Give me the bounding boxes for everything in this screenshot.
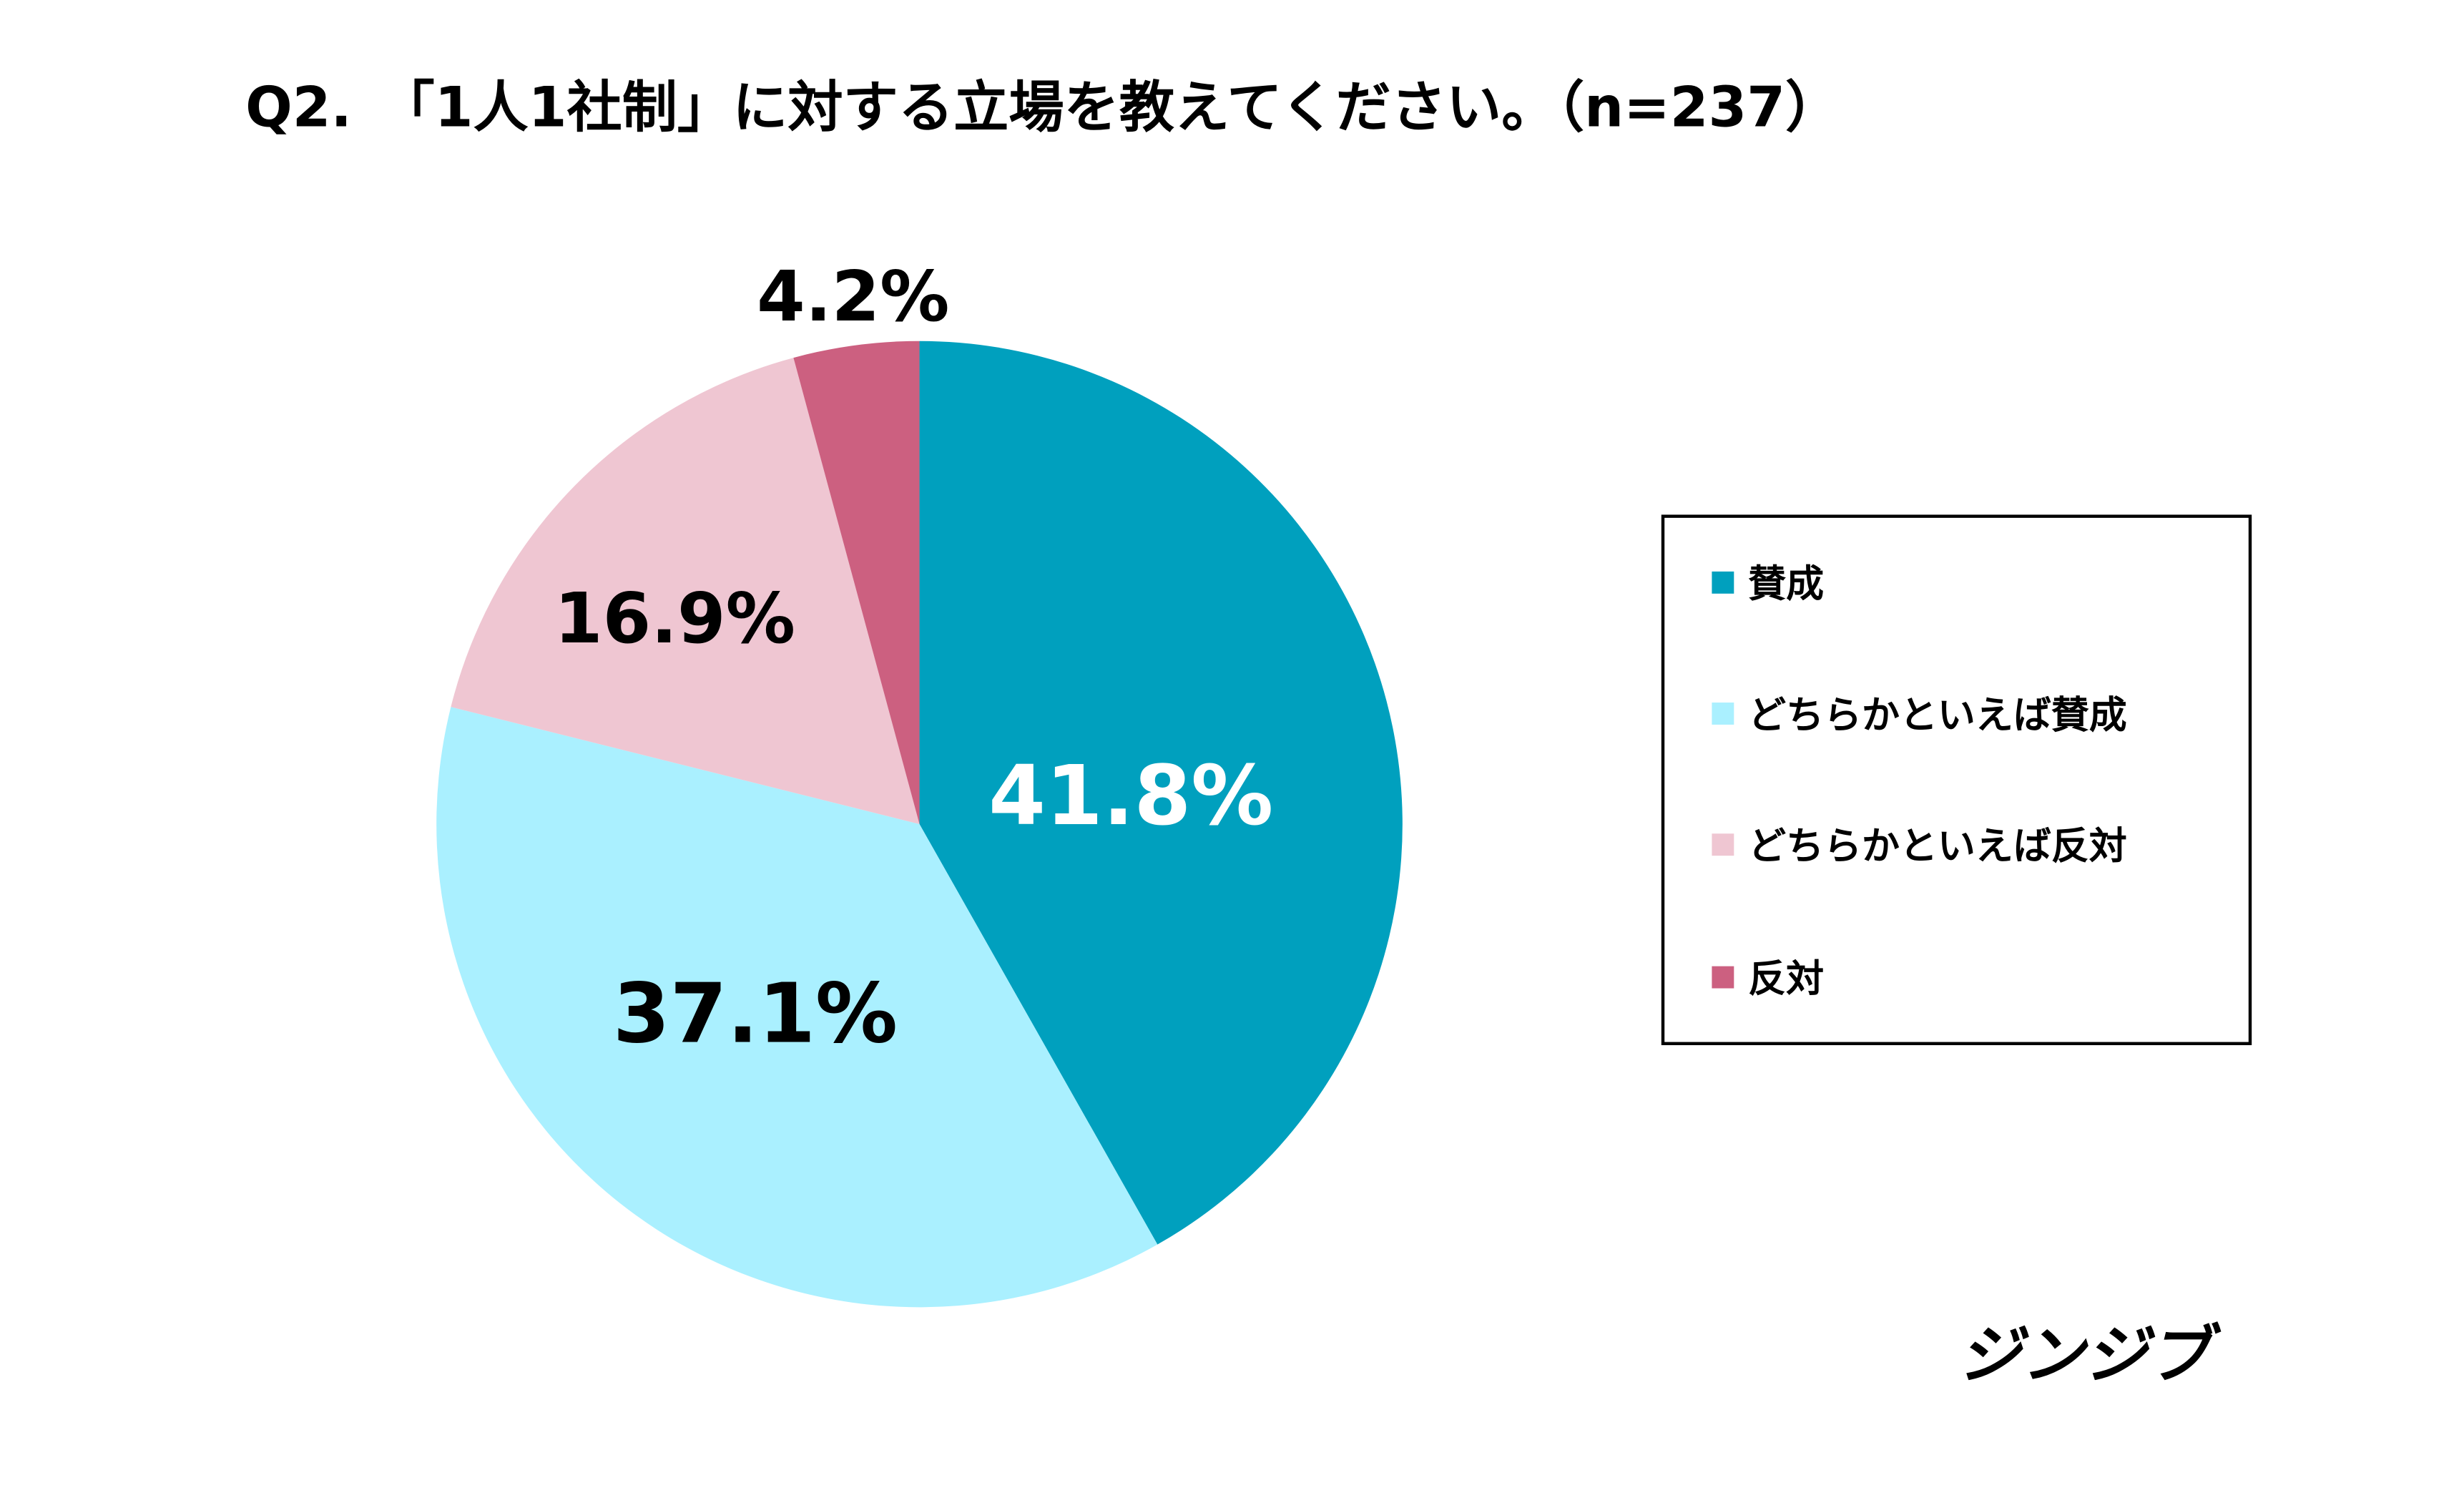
data-label-hantai: 4.2% [757, 256, 949, 337]
data-label-dochiraka-hantai: 16.9% [554, 578, 795, 659]
legend-label-hantai: 反対 [1748, 957, 1824, 1001]
data-label-sansei: 41.8% [988, 748, 1273, 844]
legend-box [1661, 514, 2252, 1045]
legend-label-dochiraka-hantai: どちらかといえば反対 [1748, 825, 2127, 868]
pie-slice-1 [436, 707, 1158, 1308]
legend-swatch-3 [1712, 966, 1734, 989]
chart-title: Q2. 「1人1社制」に対する立場を教えてください。（n=237） [245, 76, 1840, 140]
legend-label-sansei: 賛成 [1748, 562, 1824, 606]
pie-slice-2 [451, 358, 920, 825]
logo: ジンジブ [1958, 1318, 2222, 1391]
legend-label-dochiraka-sansei: どちらかといえば賛成 [1748, 693, 2127, 737]
pie [436, 341, 1403, 1308]
legend: 賛成 どちらかといえば賛成 どちらかといえば反対 反対 [1661, 514, 2252, 1045]
legend-swatch-1 [1712, 702, 1734, 725]
pie-slice-0 [919, 341, 1403, 1245]
pie-slice-3 [793, 341, 920, 825]
legend-swatch-0 [1712, 571, 1734, 594]
data-label-dochiraka-sansei: 37.1% [613, 966, 898, 1062]
legend-swatch-2 [1712, 833, 1734, 856]
